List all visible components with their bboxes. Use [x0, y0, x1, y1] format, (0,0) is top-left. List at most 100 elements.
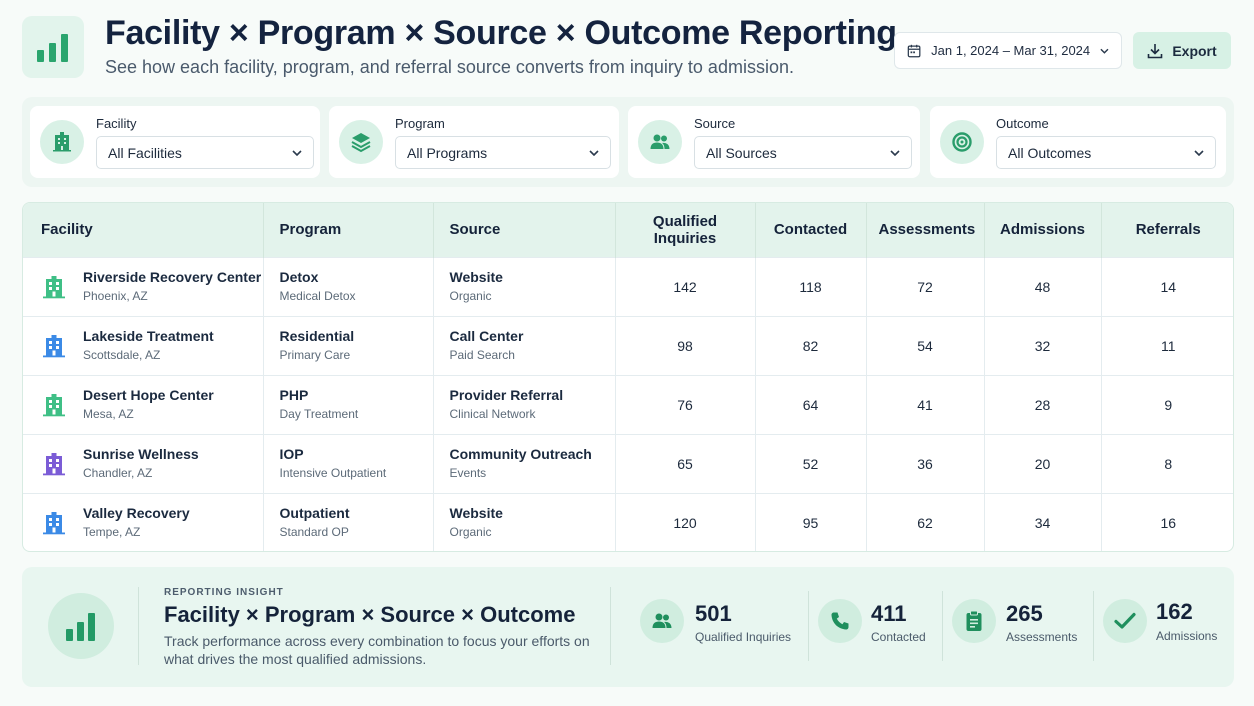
clipboard-icon [952, 599, 996, 643]
chevron-down-icon [890, 149, 900, 156]
program-type: Day Treatment [279, 407, 359, 421]
insight-eyebrow: REPORTING INSIGHT [164, 587, 284, 598]
facility-name[interactable]: Lakeside Treatment [83, 328, 214, 344]
source-name: Website [449, 505, 503, 522]
contacted-cell: 118 [755, 257, 867, 316]
column-header[interactable]: Facility [23, 203, 264, 257]
report-table: Facility Program Source Qualified Inquir… [22, 202, 1234, 552]
qualified-cell: 76 [615, 375, 756, 434]
program-cell: Detox Medical Detox [263, 257, 434, 316]
column-header[interactable]: Referrals [1135, 221, 1201, 239]
source-cell: Call Center Paid Search [433, 316, 616, 375]
program-name: IOP [279, 446, 304, 462]
contacted-cell: 82 [755, 316, 867, 375]
facility-cell: Riverside Recovery Center Phoenix, AZ [23, 257, 264, 316]
source-name: Website [449, 269, 503, 285]
filter-label: Facility [96, 116, 137, 131]
building-icon [40, 120, 84, 164]
filter-source: Source All Sources [628, 106, 920, 178]
target-icon [940, 120, 984, 164]
facility-location: Scottsdale, AZ [83, 348, 161, 362]
facility-name[interactable]: Desert Hope Center [83, 387, 214, 403]
select-value: All Facilities [108, 144, 182, 161]
program-type: Primary Care [279, 348, 351, 362]
users-icon [640, 599, 684, 643]
table-header-row: Facility Program Source Qualified Inquir… [23, 203, 1233, 257]
chevron-down-icon [292, 149, 302, 156]
building-icon [41, 393, 67, 417]
program-name: Detox [279, 269, 319, 285]
filter-label: Outcome [996, 116, 1049, 131]
column-header[interactable]: Program [263, 203, 434, 257]
outcome-select[interactable]: All Outcomes [996, 136, 1216, 169]
source-cell: Website Organic [433, 257, 616, 316]
insight-panel: REPORTING INSIGHT Facility × Program × S… [22, 567, 1234, 687]
assessments-cell: 62 [866, 493, 985, 551]
facility-location: Tempe, AZ [83, 525, 141, 540]
source-select[interactable]: All Sources [694, 136, 912, 169]
phone-icon [818, 599, 862, 643]
source-name: Call Center [449, 328, 524, 344]
qualified-cell: 65 [615, 434, 756, 493]
table-row[interactable]: Sunrise Wellness Chandler, AZ IOP Intensive… [23, 434, 1233, 493]
contacted-cell: 95 [755, 493, 867, 551]
qualified-cell: 142 [615, 257, 756, 316]
page-subtitle: See how each facility, program, and refe… [105, 57, 794, 77]
stat-label: Admissions [1156, 629, 1218, 643]
stat-label: Contacted [871, 630, 926, 644]
facility-select[interactable]: All Facilities [96, 136, 314, 169]
users-icon [638, 120, 682, 164]
facility-cell: Valley Recovery Tempe, AZ [23, 493, 264, 551]
assessments-cell: 54 [866, 316, 985, 375]
divider [808, 591, 809, 661]
select-value: All Programs [407, 144, 488, 161]
building-icon [41, 275, 67, 299]
table-row[interactable]: Valley Recovery Tempe, AZ Outpatient Standa… [23, 493, 1233, 551]
table-row[interactable]: Riverside Recovery Center Phoenix, AZ Deto… [23, 257, 1233, 316]
program-select[interactable]: All Programs [395, 136, 611, 169]
calendar-icon [907, 44, 921, 57]
column-header[interactable]: Contacted [755, 203, 867, 257]
column-header[interactable]: Source [433, 203, 616, 257]
table-row[interactable]: Desert Hope Center Mesa, AZ PHP Day Treatme… [23, 375, 1233, 434]
facility-location: Phoenix, AZ [83, 289, 148, 303]
bar-chart-icon [37, 34, 68, 62]
assessments-cell: 72 [866, 257, 985, 316]
insight-body: Track performance across every combinati… [164, 633, 590, 667]
assessments-cell: 41 [866, 375, 985, 434]
bar-chart-icon [48, 593, 114, 659]
facility-name[interactable]: Valley Recovery [83, 505, 190, 522]
program-cell: IOP Intensive Outpatient [263, 434, 434, 493]
filter-label: Source [694, 116, 736, 131]
facility-cell: Lakeside Treatment Scottsdale, AZ [23, 316, 264, 375]
program-name: Residential [279, 328, 355, 344]
source-detail: Clinical Network [449, 407, 536, 421]
divider [610, 587, 611, 665]
column-header[interactable]: Qualified Inquiries [615, 203, 756, 257]
export-button[interactable]: Export [1133, 32, 1231, 69]
table-row[interactable]: Lakeside Treatment Scottsdale, AZ Resident… [23, 316, 1233, 375]
stat-value: 411 [871, 601, 907, 626]
source-cell: Website Organic [433, 493, 616, 551]
contacted-cell: 64 [755, 375, 867, 434]
source-name: Community Outreach [449, 446, 592, 462]
stat-label: Qualified Inquiries [695, 630, 792, 644]
program-name: PHP [279, 387, 309, 403]
assessments-cell: 36 [866, 434, 985, 493]
stat-value: 162 [1156, 599, 1193, 624]
source-cell: Community Outreach Events [433, 434, 616, 493]
facility-name[interactable]: Sunrise Wellness [83, 446, 199, 462]
chevron-down-icon [1194, 149, 1204, 156]
filter-label: Program [395, 116, 445, 131]
column-header[interactable]: Admissions [984, 203, 1102, 257]
select-value: All Outcomes [1008, 144, 1092, 161]
referrals-cell: 9 [1164, 396, 1173, 413]
date-range-picker[interactable]: Jan 1, 2024 – Mar 31, 2024 [894, 32, 1122, 69]
divider [138, 587, 139, 665]
column-header[interactable]: Assessments [866, 203, 985, 257]
filter-facility: Facility All Facilities [30, 106, 320, 178]
facility-name[interactable]: Riverside Recovery Center [83, 269, 262, 285]
chevron-down-icon [1100, 48, 1109, 54]
program-cell: Outpatient Standard OP [263, 493, 434, 551]
referrals-cell: 16 [1160, 514, 1177, 531]
